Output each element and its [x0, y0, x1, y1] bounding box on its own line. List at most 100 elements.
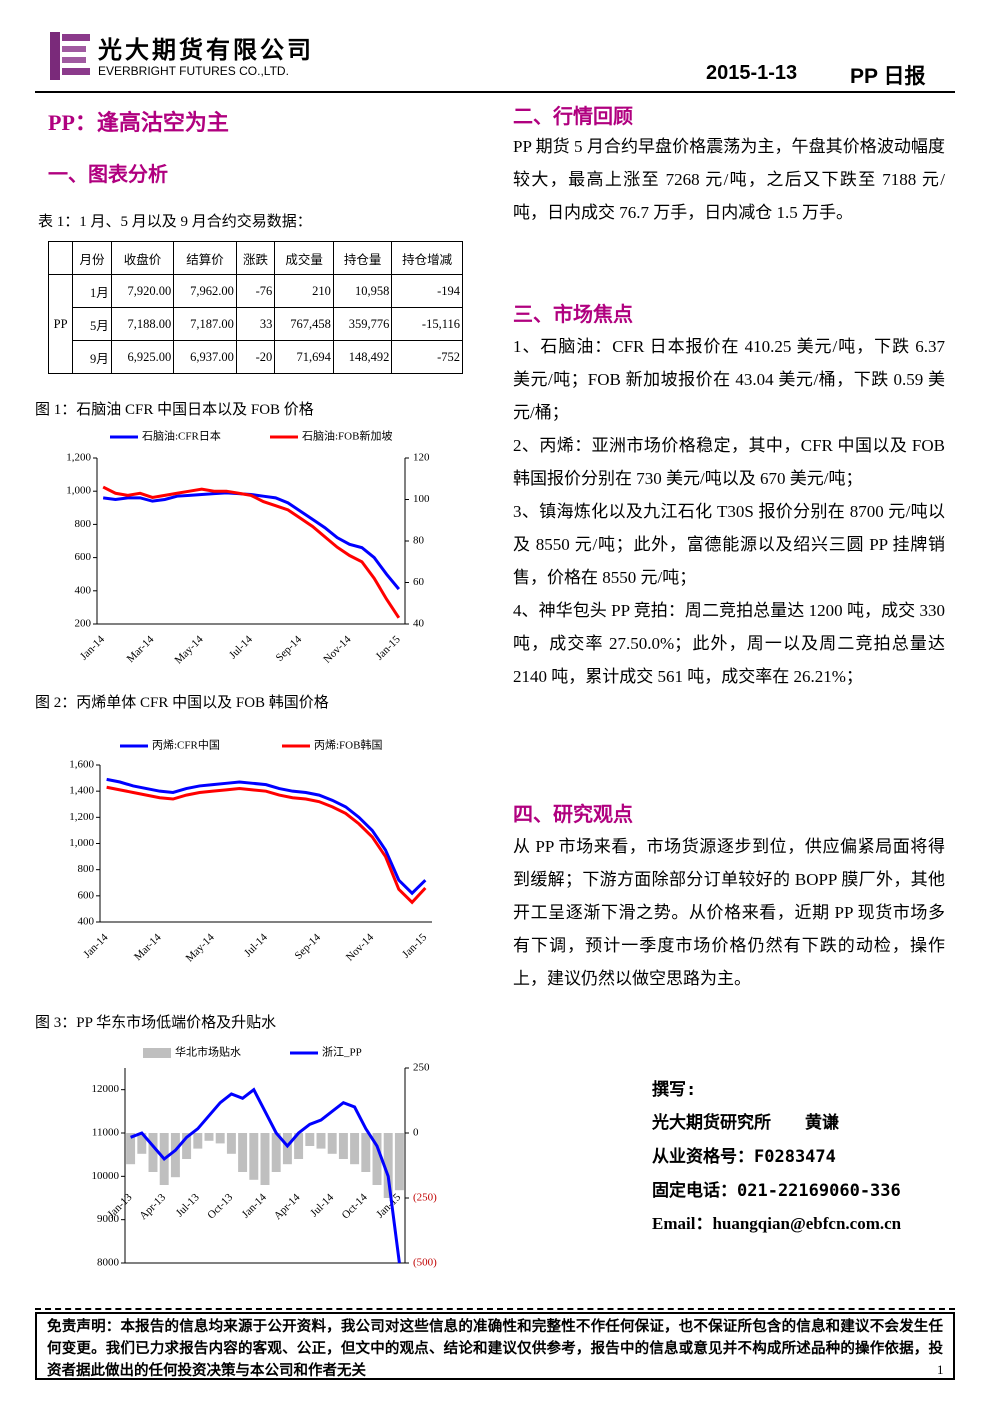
cell: 1月: [72, 274, 112, 308]
line: [102, 485, 401, 619]
cell: 71,694: [274, 340, 334, 374]
legend-label: 丙烯:CFR中国: [152, 739, 220, 752]
cell: -15,116: [391, 307, 463, 341]
cell: 6,925.00: [110, 340, 175, 374]
y-tick-label: 1,400: [69, 785, 94, 797]
x-tick-label: Jan-14: [78, 633, 108, 663]
legend-label: 华北市场贴水: [175, 1045, 241, 1059]
bar: [383, 1133, 393, 1198]
list: 1、石脑油：CFR 日本报价在 410.25 美元/吨，下跌 6.37 美元/吨…: [513, 330, 945, 693]
report: PP 日报: [850, 65, 926, 88]
x-tick-label: Mar-14: [125, 633, 157, 665]
y-tick-label: 9000: [97, 1213, 120, 1225]
bar: [226, 1133, 236, 1154]
header-cell: 持仓量: [332, 241, 393, 275]
bar: [361, 1133, 371, 1172]
figure-caption: 图 2：丙烯单体 CFR 中国以及 FOB 韩国价格: [35, 695, 329, 711]
legend-label: 丙烯:FOB韩国: [314, 738, 382, 752]
line: [102, 491, 400, 591]
header-rule: [35, 91, 955, 93]
cell: 7,188.00: [110, 307, 175, 341]
bar: [327, 1133, 337, 1154]
y-tick-label: 600: [75, 551, 92, 563]
paragraph: 从 PP 市场来看，市场货源逐步到位，供应偏紧局面将得到缓解；下游方面除部分订单…: [513, 837, 945, 988]
bar: [294, 1133, 304, 1159]
x-tick-label: Nov-14: [344, 931, 377, 964]
list-item: 1、石脑油：CFR 日本报价在 410.25 美元/吨，下跌 6.37 美元/吨…: [513, 337, 945, 422]
x-tick-label: Jan-14: [81, 931, 111, 961]
header-cell: 月份: [72, 241, 112, 275]
list-item: 4、神华包头 PP 竞拍：周二竞拍总量达 1200 吨，成交 330 吨，成交率…: [513, 601, 945, 686]
cell: 359,776: [332, 307, 393, 341]
x-tick-label: Apr-13: [137, 1191, 168, 1222]
author-label: 撰写:: [652, 1080, 697, 1100]
author-email: Email：huangqian@ebfcn.com.cn: [652, 1214, 902, 1233]
x-tick-label: Jan-13: [105, 1191, 135, 1221]
y2-tick-label: 100: [413, 493, 430, 505]
y-tick-label: 400: [75, 584, 92, 596]
x-tick-label: May-14: [173, 633, 206, 666]
title: PP：逢高沽空为主: [48, 110, 229, 135]
paragraph: PP 期货 5 月合约早盘价格震荡为主，午盘其价格波动幅度较大，最高上涨至 72…: [513, 137, 945, 222]
bar: [305, 1133, 315, 1146]
y-tick-label: 200: [75, 618, 92, 630]
bar: [204, 1133, 214, 1141]
bar: [126, 1133, 136, 1165]
company-en: EVERBRIGHT FUTURES CO.,LTD.: [98, 64, 289, 78]
x-tick-label: May-14: [184, 931, 217, 964]
legend-label: 石脑油:CFR日本: [142, 429, 221, 443]
y-tick-label: 800: [75, 518, 92, 530]
bar: [238, 1133, 248, 1172]
y2-tick-label: 120: [413, 452, 430, 464]
list-item: 3、镇海炼化以及九江石化 T30S 报价分别在 8700 元/吨以及 8550 …: [513, 502, 945, 587]
bar: [372, 1133, 382, 1185]
y-tick-label: 600: [78, 889, 95, 901]
x-tick-label: Jan-15: [400, 931, 430, 961]
y-tick-label: 800: [78, 863, 95, 875]
company: 光大期货有限公司: [98, 38, 314, 64]
x-tick-label: Oct-13: [205, 1191, 235, 1221]
cell: 7,920.00: [110, 274, 175, 308]
cell: 5月: [72, 307, 112, 341]
legend-swatch: [143, 1048, 171, 1058]
x-tick-label: Nov-14: [321, 633, 354, 666]
x-tick-label: Mar-14: [132, 931, 164, 963]
cell: 6,937.00: [173, 340, 237, 374]
x-tick-label: Jul-14: [242, 931, 270, 959]
y2-tick-label: 250: [413, 1062, 430, 1074]
bar: [249, 1133, 259, 1180]
x-tick-label: Sep-14: [293, 931, 324, 962]
cell: -194: [391, 274, 463, 308]
y2-tick-label: (500): [413, 1257, 437, 1269]
x-tick-label: Sep-14: [274, 633, 305, 664]
table-caption: 表 1：1 月、5 月以及 9 月合约交易数据：: [38, 214, 312, 230]
y2-tick-label: (250): [413, 1192, 437, 1204]
x-tick-label: Jan-14: [240, 1191, 270, 1221]
bar: [215, 1133, 225, 1144]
bar: [182, 1133, 192, 1159]
disclaimer: 免责声明：本报告的信息均来源于公开资料，我公司对这些信息的准确性和完整性不作任何…: [35, 1312, 955, 1380]
bar: [137, 1133, 147, 1154]
x-tick-label: Jan-15: [374, 633, 404, 663]
bar: [350, 1133, 360, 1165]
cell: -20: [235, 340, 276, 374]
list-item: 2、丙烯：亚洲市场价格稳定，其中，CFR 中国以及 FOB 韩国报价分别在 73…: [513, 436, 945, 488]
x-tick-label: Apr-14: [272, 1191, 303, 1222]
figure-caption: 图 3：PP 华东市场低端价格及升贴水: [35, 1015, 277, 1031]
header-cell: 成交量: [274, 241, 334, 275]
author-license: 从业资格号：F0283474: [652, 1147, 836, 1167]
header-cell: 收盘价: [110, 241, 175, 275]
y-tick-label: 12000: [92, 1083, 120, 1095]
empty-cell: [47, 241, 74, 275]
y-tick-label: 1,200: [69, 811, 94, 823]
bar: [148, 1133, 158, 1172]
x-tick-label: Jul-13: [174, 1191, 202, 1219]
y-tick-label: 400: [78, 916, 95, 928]
bar: [170, 1133, 180, 1178]
y-tick-label: 8000: [97, 1257, 120, 1269]
section-heading: 二、行情回顾: [513, 106, 633, 128]
cell: 767,458: [274, 307, 334, 341]
bar: [260, 1133, 270, 1185]
